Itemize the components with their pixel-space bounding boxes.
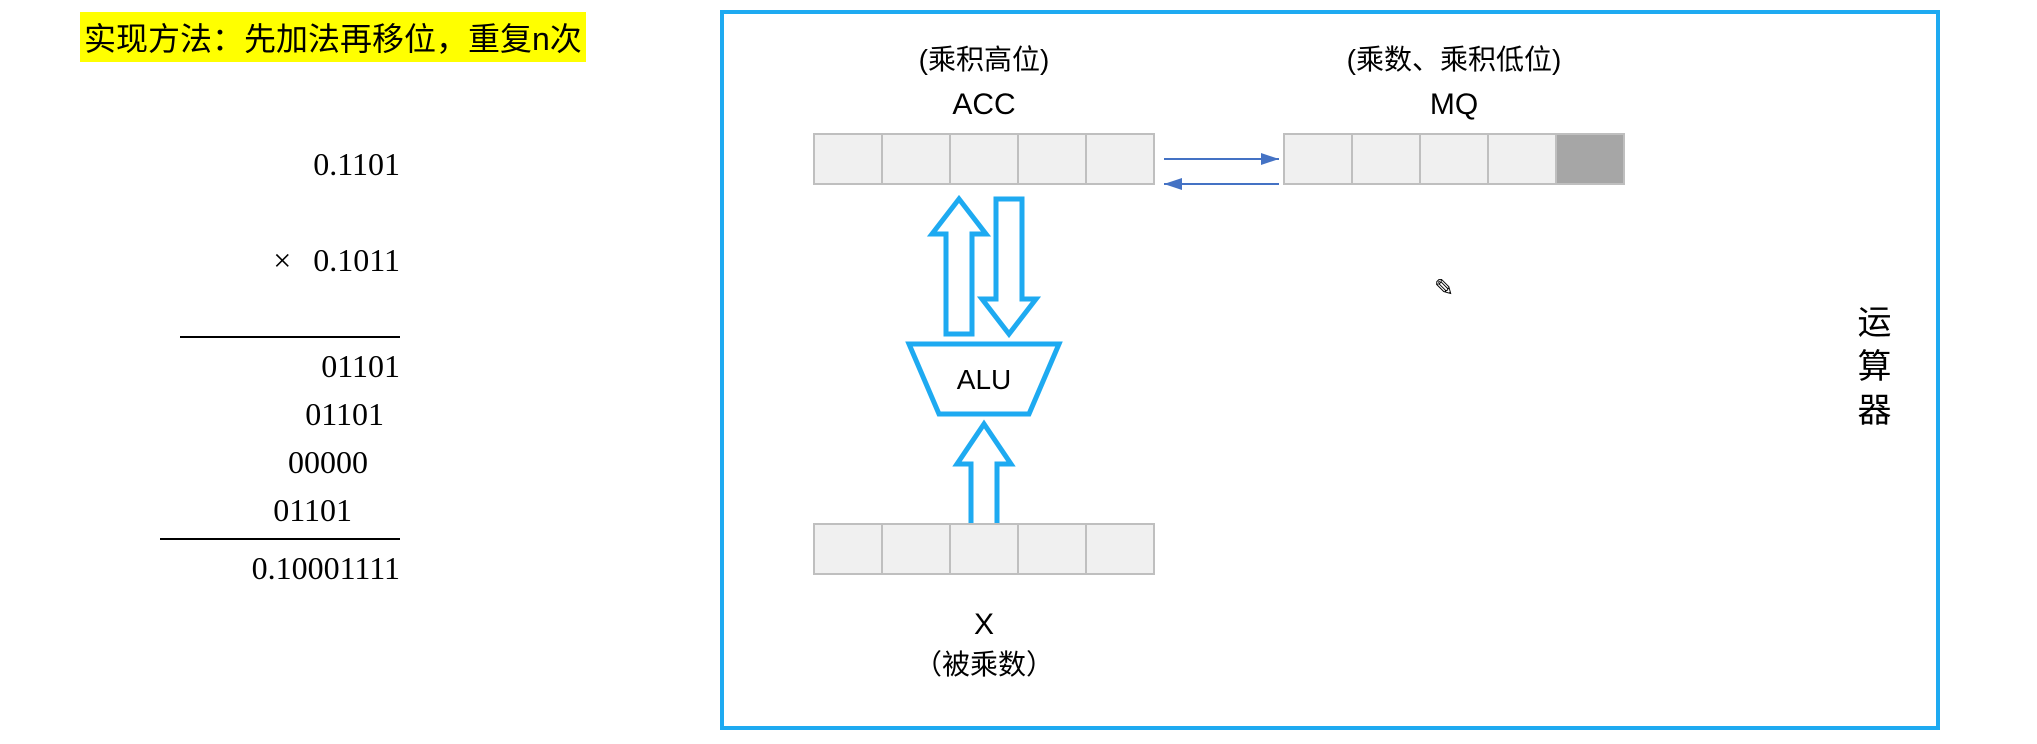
register-cell (1086, 134, 1154, 184)
multiplier: 0.1011 (313, 242, 400, 278)
multiplier-row: ×0.1011 (140, 188, 400, 332)
x-to-alu-arrow (957, 424, 1011, 534)
register-cell (882, 134, 950, 184)
register-cell (882, 524, 950, 574)
multiplication-example: 0.1101 ×0.1011 01101 01101 00000 01101 0… (140, 140, 400, 592)
diagram-svg: (乘积高位) ACC (乘数、乘积低位) MQ ALU X （被乘数） (724, 14, 1936, 726)
multiplicand: 0.1101 (140, 140, 400, 188)
x-register (814, 524, 1154, 574)
pen-cursor-icon: ✎ (1434, 274, 1454, 303)
register-cell (1488, 134, 1556, 184)
mq-caption: (乘数、乘积低位) (1347, 44, 1562, 75)
register-cell (814, 134, 882, 184)
mq-label: MQ (1430, 88, 1478, 121)
register-cell (1352, 134, 1420, 184)
register-cell (950, 524, 1018, 574)
rule-top (180, 336, 400, 338)
register-cell (1556, 134, 1624, 184)
partial-product-0: 01101 (140, 342, 400, 390)
acc-caption: (乘积高位) (919, 44, 1050, 75)
register-cell (1018, 134, 1086, 184)
acc-register (814, 134, 1154, 184)
register-cell (950, 134, 1018, 184)
partial-product-3: 01101 (140, 486, 400, 534)
register-cell (1086, 524, 1154, 574)
x-caption: （被乘数） (914, 649, 1054, 680)
x-label: X (974, 608, 994, 641)
arithmetic-unit-label: 运算器 (1847, 304, 1896, 436)
partial-product-2: 00000 (140, 438, 400, 486)
mq-register (1284, 134, 1624, 184)
register-cell (1284, 134, 1352, 184)
register-cell (1018, 524, 1086, 574)
alu-to-acc-arrow (932, 199, 986, 334)
acc-label: ACC (952, 88, 1015, 121)
partial-product-1: 01101 (140, 390, 400, 438)
multiply-sign: × (273, 236, 313, 284)
acc-to-alu-arrow (982, 199, 1036, 334)
register-cell (1420, 134, 1488, 184)
product-result: 0.10001111 (140, 544, 400, 592)
method-title: 实现方法：先加法再移位，重复n次 (80, 12, 586, 62)
rule-bottom (160, 538, 400, 540)
register-cell (814, 524, 882, 574)
arithmetic-unit-diagram: (乘积高位) ACC (乘数、乘积低位) MQ ALU X （被乘数） ✎ 运算… (720, 10, 1940, 730)
alu-label: ALU (957, 364, 1011, 395)
